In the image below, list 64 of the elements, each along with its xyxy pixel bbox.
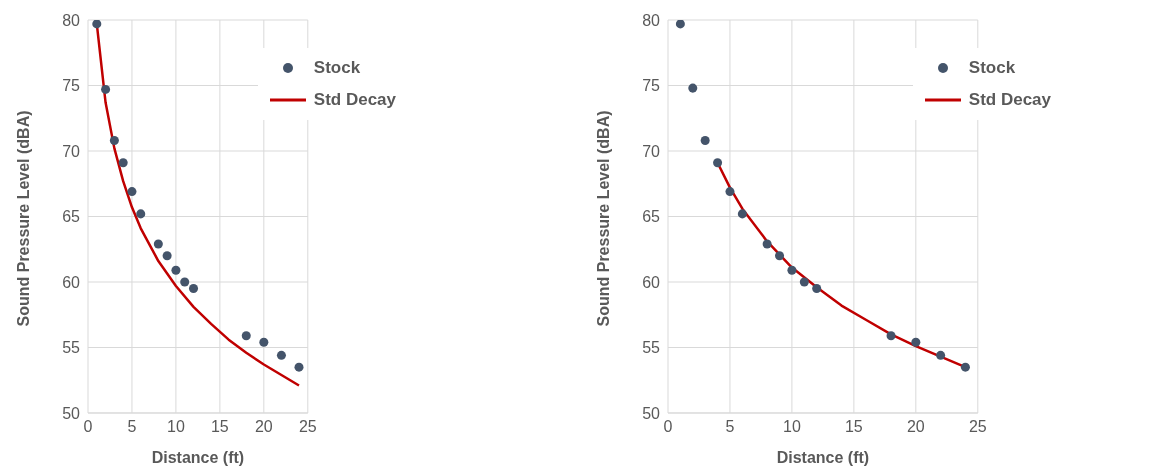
point: [775, 251, 785, 261]
point: [101, 84, 111, 94]
point: [127, 187, 137, 197]
x-tick-label: 25: [298, 418, 317, 436]
y-tick-label: 75: [62, 77, 81, 95]
point: [276, 350, 286, 360]
point: [294, 362, 304, 372]
point: [171, 265, 181, 275]
point: [936, 350, 946, 360]
point: [688, 83, 698, 93]
point: [241, 331, 251, 341]
x-axis-title: Distance (ft): [776, 449, 870, 466]
point: [136, 209, 146, 219]
y-tick-label: 50: [62, 404, 81, 422]
point: [153, 239, 163, 249]
point: [812, 284, 822, 294]
y-tick-label: 80: [642, 11, 661, 29]
point: [180, 277, 190, 287]
x-tick-label: 5: [127, 418, 137, 436]
x-tick-label: 0: [83, 418, 93, 436]
y-tick-label: 60: [642, 273, 661, 291]
legend-label: Std Decay: [313, 90, 396, 110]
point: [675, 20, 685, 29]
point: [787, 265, 797, 275]
y-tick-label: 55: [62, 339, 81, 357]
point: [109, 136, 119, 146]
y-axis-title: Sound Pressure Level (dBA): [14, 110, 32, 327]
x-axis-title: Distance (ft): [151, 449, 245, 466]
y-tick-label: 70: [62, 142, 81, 160]
y-tick-label: 65: [642, 208, 661, 226]
x-tick-label: 5: [725, 418, 735, 436]
x-tick-label: 20: [906, 418, 925, 436]
y-tick-label: 55: [642, 339, 661, 357]
y-tick-label: 60: [62, 273, 81, 291]
x-tick-label: 25: [968, 418, 987, 436]
legend-label: Std Decay: [968, 90, 1051, 110]
y-tick-label: 70: [642, 142, 661, 160]
y-tick-label: 80: [62, 11, 81, 29]
point: [700, 136, 710, 146]
x-tick-label: 15: [210, 418, 229, 436]
y-tick-label: 50: [642, 404, 661, 422]
point: [713, 158, 723, 168]
x-tick-label: 10: [167, 418, 185, 436]
point: [799, 277, 809, 287]
y-axis-title: Sound Pressure Level (dBA): [594, 110, 612, 327]
legend-label: Stock: [968, 58, 1016, 78]
x-tick-label: 15: [844, 418, 863, 436]
point: [188, 284, 199, 294]
point: [886, 331, 896, 341]
point: [960, 362, 970, 372]
x-tick-label: 0: [663, 418, 673, 436]
point: [737, 209, 747, 219]
point: [725, 187, 735, 197]
point: [762, 239, 772, 249]
y-tick-label: 65: [62, 208, 81, 226]
x-tick-label: 20: [254, 418, 273, 436]
legend-label: Stock: [313, 58, 361, 78]
point: [118, 158, 128, 168]
point: [92, 20, 102, 29]
point: [162, 251, 172, 261]
x-tick-label: 10: [783, 418, 801, 436]
point: [911, 337, 921, 347]
point: [259, 337, 269, 347]
y-tick-label: 75: [642, 77, 661, 95]
